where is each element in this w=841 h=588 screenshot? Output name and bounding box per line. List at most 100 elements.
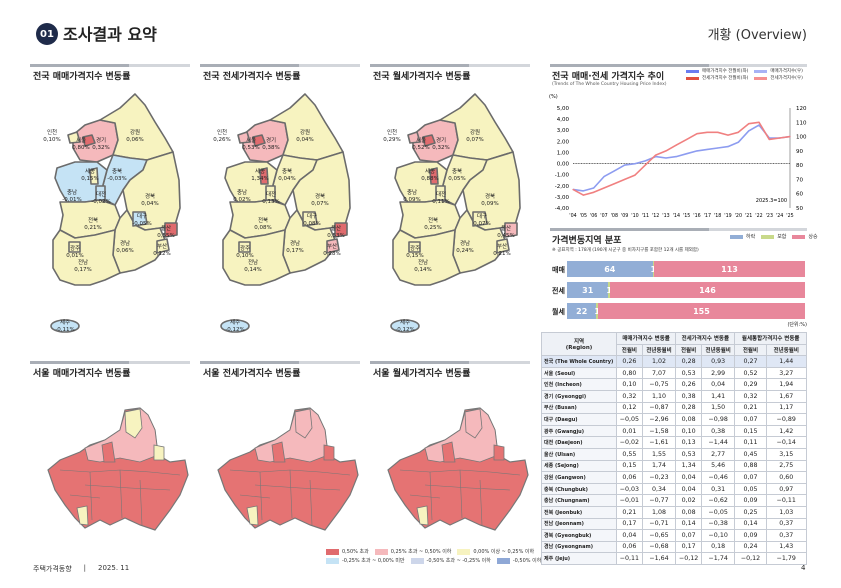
region-label: 부산 — [327, 242, 337, 250]
value-cell: 1,43 — [765, 540, 808, 554]
value-cell: 0,38 — [700, 424, 736, 438]
value-cell: 0,04 — [616, 529, 643, 542]
value-cell: −0,12 — [734, 552, 767, 565]
distribution-bar: 31 1 146 — [567, 282, 805, 298]
region-value: 0,11% — [432, 199, 449, 205]
region-label: 경기 — [266, 136, 276, 144]
region-전남[interactable] — [392, 229, 461, 286]
region-대구[interactable] — [132, 211, 148, 227]
district-jungnang[interactable] — [323, 444, 335, 461]
region-서울[interactable] — [252, 134, 266, 147]
region-제주[interactable] — [50, 319, 80, 333]
data-point — [634, 163, 636, 165]
data-point — [593, 191, 595, 193]
district-jungnang[interactable] — [493, 444, 505, 461]
value-cell: 1,94 — [765, 378, 808, 391]
region-인천[interactable] — [237, 131, 251, 144]
value-cell: −1,44 — [700, 436, 736, 449]
region-value: 0,08% — [254, 225, 271, 231]
district-jongno[interactable] — [441, 441, 456, 463]
region-부산[interactable] — [496, 238, 510, 254]
district-geumcheon[interactable] — [416, 505, 429, 526]
district-dobong[interactable] — [124, 408, 143, 439]
data-point — [655, 154, 657, 156]
region-인천[interactable] — [407, 131, 421, 144]
district-north[interactable] — [424, 407, 499, 463]
region-광주[interactable] — [408, 241, 421, 253]
region-세종[interactable] — [429, 167, 439, 185]
region-대구[interactable] — [472, 211, 488, 227]
district-jongno[interactable] — [101, 441, 116, 463]
legend-label: 보합 — [777, 234, 787, 240]
region-value: 1,34% — [251, 176, 268, 182]
region-인천[interactable] — [67, 131, 81, 144]
divider — [200, 64, 360, 67]
legend-item: 0,50% 초과 — [326, 548, 369, 555]
region-대전[interactable] — [435, 185, 446, 201]
sub-header: 전월비 — [616, 343, 643, 357]
region-label: 전북 — [88, 216, 98, 224]
region-cell: 경북 (Gyeongbuk) — [541, 529, 617, 542]
district-north[interactable] — [84, 407, 159, 463]
region-세종[interactable] — [259, 167, 269, 185]
region-광주[interactable] — [238, 241, 251, 253]
y-left-tick: -4,00 — [555, 206, 570, 212]
data-point — [686, 153, 688, 155]
price-index-chart: (%) 5,00 4,00 3,00 2,00 1,00 0,00 -1,00 -2,00 -3,… — [549, 94, 807, 219]
region-부산[interactable] — [326, 238, 340, 254]
value-cell: 0,14 — [734, 517, 767, 531]
region-label: 충북 — [112, 167, 122, 175]
value-cell: 0,21 — [616, 505, 643, 519]
district-jungnang[interactable] — [153, 444, 165, 461]
region-label: 울산 — [331, 224, 341, 232]
y-right-tick: 120 — [796, 106, 807, 112]
value-cell: 0,28 — [675, 401, 702, 415]
region-value: 0,29% — [383, 137, 400, 143]
value-cell: 2,75 — [765, 459, 808, 473]
distribution-note: ※ 공표지역 : 178개 (190개 시군구 중 비자치구를 포함한 12개 … — [552, 248, 699, 253]
divider — [550, 228, 807, 231]
district-dobong[interactable] — [294, 408, 313, 439]
sub-header: 전월비 — [675, 343, 702, 357]
region-대전[interactable] — [265, 185, 276, 201]
region-울산[interactable] — [164, 222, 178, 238]
value-cell: −0,65 — [641, 529, 677, 542]
region-광주[interactable] — [68, 241, 81, 253]
district-jongno[interactable] — [271, 441, 286, 463]
district-dobong[interactable] — [464, 408, 483, 439]
region-value: 0,55% — [157, 233, 174, 239]
group-header: 매매가격지수 변동률 — [615, 332, 677, 345]
district-geumcheon[interactable] — [76, 505, 89, 526]
value-cell: 0,01 — [616, 424, 643, 438]
region-서울[interactable] — [82, 134, 96, 147]
region-울산[interactable] — [334, 222, 348, 238]
legend-item: 0,25% 초과 ~ 0,50% 이하 — [374, 548, 451, 555]
region-부산[interactable] — [156, 238, 170, 254]
region-제주[interactable] — [390, 319, 420, 333]
region-서울[interactable] — [422, 134, 436, 147]
region-전남[interactable] — [52, 229, 121, 286]
y-left-tick: 4,00 — [557, 117, 570, 123]
region-울산[interactable] — [504, 222, 518, 238]
y-axis-label: (%) — [549, 94, 558, 100]
region-세종[interactable] — [89, 167, 99, 185]
region-제주[interactable] — [220, 319, 250, 333]
region-value: 0,05% — [448, 176, 465, 182]
district-north[interactable] — [254, 407, 329, 463]
data-point — [706, 131, 708, 133]
x-tick: '14 — [673, 213, 680, 219]
value-cell: 1,67 — [765, 389, 808, 403]
district-geumcheon[interactable] — [246, 505, 259, 526]
region-cell: 강원 (Gangwon) — [541, 471, 617, 484]
value-cell: −0,98 — [700, 413, 736, 426]
region-대구[interactable] — [302, 211, 318, 227]
region-cell: 대구 (Daegu) — [541, 413, 617, 426]
region-value: 0,53% — [242, 145, 259, 151]
region-value: 0,17% — [74, 267, 91, 273]
region-대전[interactable] — [95, 185, 106, 201]
bar-segment-down: 31 — [567, 282, 609, 298]
footer: 주택가격동향 | 2025. 11 — [33, 564, 129, 574]
region-value: 0,13% — [262, 199, 279, 205]
table-row: 세종 (Sejong) 0,15 1,74 1,34 5,46 0,88 2,75 — [541, 459, 808, 473]
region-전남[interactable] — [222, 229, 291, 286]
